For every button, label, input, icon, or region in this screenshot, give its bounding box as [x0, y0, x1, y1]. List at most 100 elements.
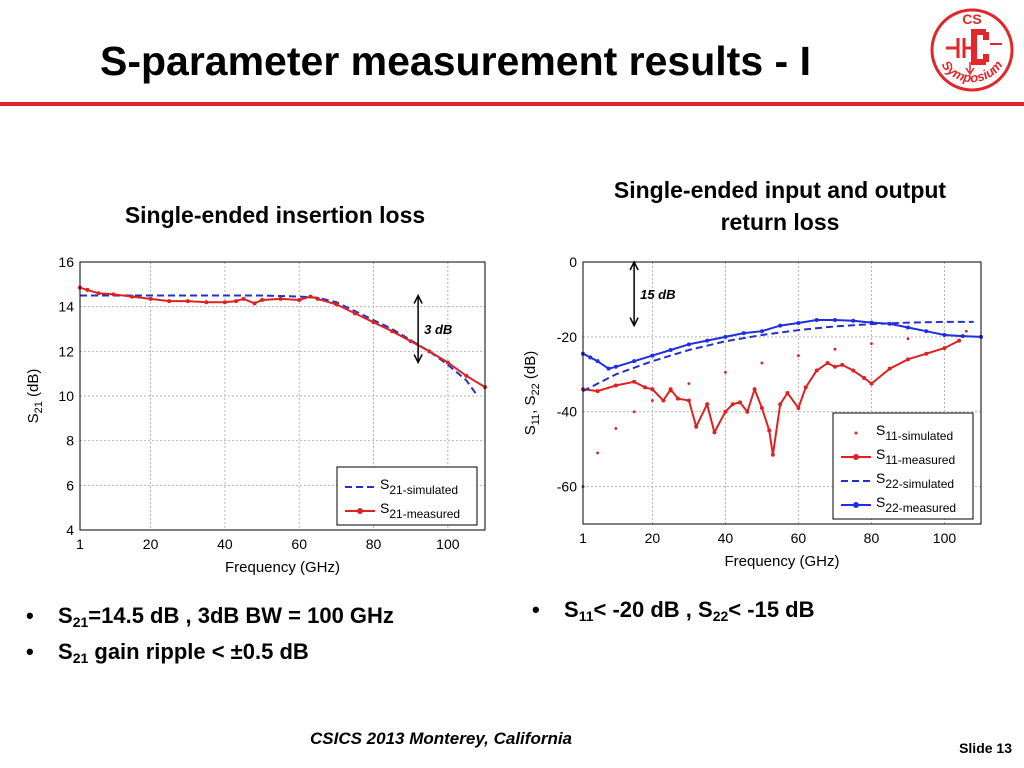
series-22-measured-point	[942, 332, 947, 337]
series-22-measured-point	[869, 320, 874, 325]
y-tick-label: 14	[58, 299, 74, 315]
series-22-measured-point	[851, 318, 856, 323]
plot-frame	[79, 261, 486, 531]
series-11-measured-point	[661, 398, 666, 403]
return-loss-title-line2: return loss	[720, 209, 840, 235]
y-tick-label: 10	[58, 388, 74, 404]
series-21-measured-point	[241, 296, 246, 301]
series-11-measured-point	[759, 405, 764, 410]
series-21-measured-point	[111, 292, 116, 297]
series-11-measured-point	[650, 387, 655, 392]
y-tick-label: -20	[557, 329, 577, 345]
plot-frame	[582, 261, 982, 525]
series-21-measured-point	[427, 349, 432, 354]
series-11-measured-point	[942, 346, 947, 351]
series-21-measured-point	[185, 299, 190, 304]
series-21-measured-point	[96, 291, 101, 296]
series-22-measured-point	[924, 329, 929, 334]
series-11-simulated-point	[797, 354, 800, 357]
title-divider	[0, 102, 1024, 106]
series-11-measured-point	[752, 387, 757, 392]
legend-box	[336, 466, 478, 526]
legend-21-measured-marker	[357, 508, 363, 514]
annotation-arrowhead-bottom	[629, 317, 639, 328]
series-22-measured-point	[606, 366, 611, 371]
series-22-measured-point	[632, 359, 637, 364]
x-tick-label: 100	[933, 530, 957, 546]
series-11-simulated-point	[596, 451, 600, 455]
cs-symposium-logo: CS Symposium	[930, 8, 1014, 92]
series-22-measured-point	[778, 323, 783, 328]
series-11-simulated-point	[833, 347, 837, 351]
x-tick-label: 40	[718, 530, 734, 546]
legend-22-simulated-label: S22-simulated	[876, 470, 954, 491]
x-tick-label: 80	[864, 530, 880, 546]
series-22-measured-point	[668, 347, 673, 352]
series-22-measured-line	[582, 319, 982, 370]
series-11-simulated-point	[870, 342, 873, 345]
series-11-measured-point	[770, 452, 775, 457]
annotation-arrowhead-bottom	[413, 354, 423, 365]
x-tick-label: 80	[366, 536, 382, 552]
series-21-measured-point	[390, 329, 395, 334]
series-11-measured-point	[643, 385, 648, 390]
series-11-measured-point	[840, 362, 845, 367]
legend-11-measured-label: S11-measured	[876, 446, 955, 467]
series-22-simulated-line	[582, 320, 974, 392]
legend-11-measured-marker	[853, 454, 859, 460]
series-21-measured-point	[371, 320, 376, 325]
bullet-s11-s22: S11< -20 dB , S22< -15 dB	[528, 592, 815, 628]
series-11-measured-point	[924, 351, 929, 356]
series-11-measured-point	[905, 357, 910, 362]
series-11-measured-point	[686, 398, 691, 403]
series-21-measured-point	[464, 373, 469, 378]
series-22-measured-point	[814, 318, 819, 323]
series-22-measured-point	[650, 353, 655, 358]
x-tick-label: 1	[76, 536, 84, 552]
x-axis-label: Frequency (GHz)	[225, 559, 340, 576]
series-11-simulated-point	[964, 329, 968, 333]
y-tick-label: 12	[58, 343, 74, 359]
x-tick-label: 20	[143, 536, 159, 552]
series-11-measured-point	[694, 424, 699, 429]
series-11-simulated-point	[724, 371, 727, 374]
x-tick-label: 60	[791, 530, 807, 546]
series-21-measured-point	[222, 300, 227, 305]
return-loss-title-line1: Single-ended input and output	[613, 177, 947, 203]
series-11-measured-point	[632, 379, 637, 384]
insertion-loss-title: Single-ended insertion loss	[124, 202, 426, 228]
series-21-measured-point	[167, 299, 172, 304]
series-22-measured-point	[686, 342, 691, 347]
series-22-measured-point	[595, 359, 600, 364]
series-21-measured-point	[408, 339, 413, 344]
series-11-measured-point	[767, 428, 772, 433]
insertion-loss-bullets: S21=14.5 dB , 3dB BW = 100 GHz S21 gain …	[22, 598, 394, 670]
series-11-measured-point	[778, 402, 783, 407]
series-21-measured-point	[278, 296, 283, 301]
footer-text: CSICS 2013 Monterey, California	[310, 729, 573, 748]
series-22-measured-point	[613, 364, 618, 369]
series-22-measured-point	[905, 325, 910, 330]
series-21-measured-point	[308, 294, 313, 299]
return-loss-chart: 1 20 40 60 80 100 0 -20 -40 -60 15 dB S11-simulat…	[522, 254, 983, 570]
series-11-measured-point	[887, 366, 892, 371]
y-tick-label: 0	[569, 254, 577, 270]
series-11-simulated-point	[614, 427, 618, 430]
x-tick-label: 40	[217, 536, 233, 552]
series-11-measured-point	[957, 338, 962, 343]
series-11-measured-point	[745, 409, 750, 414]
series-21-measured-point	[352, 311, 357, 316]
y-tick-label: 8	[66, 433, 74, 449]
series-22-measured-point	[796, 321, 801, 326]
series-22-measured-point	[960, 334, 965, 339]
x-axis-label: Frequency (GHz)	[724, 553, 839, 570]
series-11-measured-point	[712, 430, 717, 435]
y-tick-label: 4	[66, 522, 74, 538]
series-22-measured-point	[832, 318, 837, 323]
x-tick-label: 100	[436, 536, 460, 552]
x-tick-label: 60	[291, 536, 307, 552]
return-loss-title: Single-ended input and output return los…	[560, 174, 1000, 238]
y-tick-label: 16	[58, 254, 74, 270]
series-21-measured-point	[252, 301, 257, 306]
series-11-measured-point	[675, 396, 680, 401]
